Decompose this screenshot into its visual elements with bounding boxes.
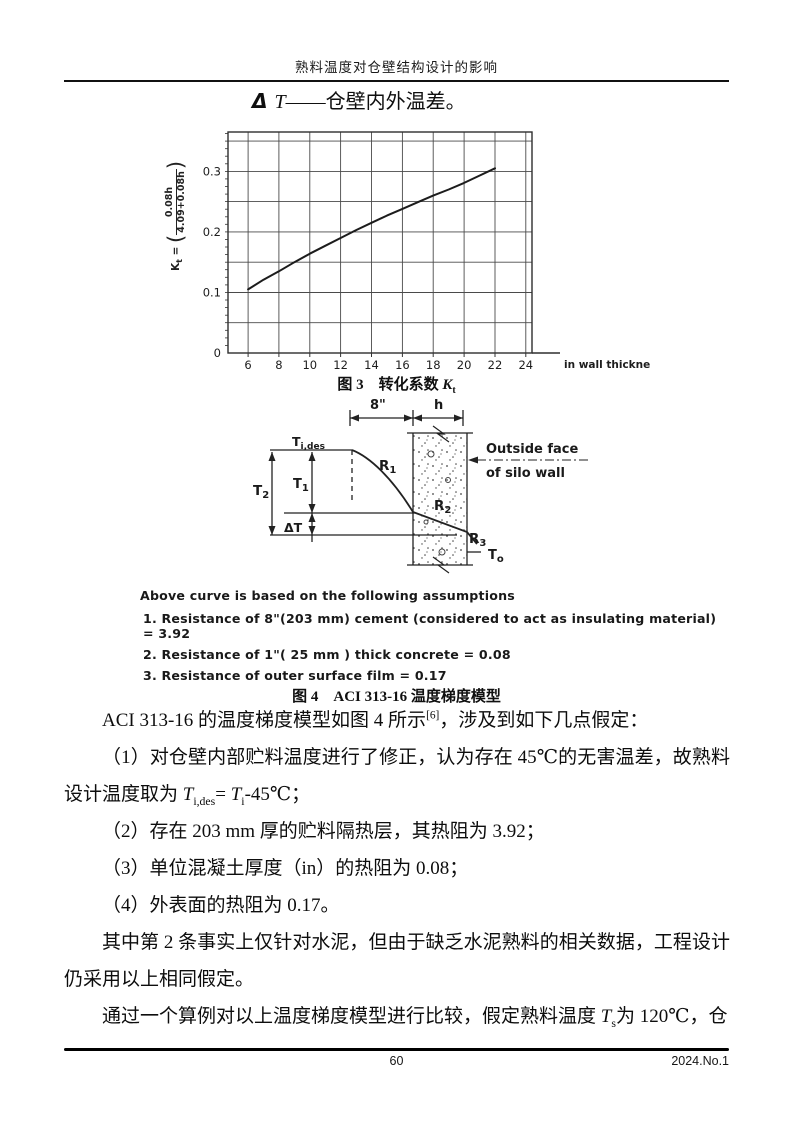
ylabel-symbol: K (170, 262, 182, 272)
figure3-caption-text: 图 3 转化系数 (337, 377, 443, 393)
x-tick-labels: 6 8 10 12 14 16 18 20 22 24 (244, 358, 533, 372)
text-segment: 通过一个算例对以上温度梯度模型进行比较，假定熟料温度 (102, 1006, 601, 1027)
svg-text:10: 10 (302, 358, 317, 372)
aggregate-circles (423, 450, 451, 556)
para-assumption-4: （4）外表面的热阻为 0.17。 (64, 887, 730, 924)
figure4-arrowheads (268, 414, 478, 535)
svg-text:12: 12 (333, 358, 348, 372)
label-delta-t: ΔT (284, 520, 303, 535)
text-segment: ，涉及到如下几点假定： (439, 710, 649, 731)
ylabel-paren-open: ( (164, 234, 188, 243)
text-segment: （2）存在 203 mm 厚的贮料隔热层，其热阻为 3.92； (102, 821, 545, 842)
chart-grid (228, 132, 532, 353)
para-assumption-1: （1）对仓壁内部贮料温度进行了修正，认为存在 45℃的无害温差，故熟料设计温度取… (64, 739, 730, 813)
text-segment: （1）对仓壁内部贮料温度进行了修正，认为存在 45℃的无害温差，故熟料设计温度取… (64, 747, 730, 805)
svg-text:18: 18 (426, 358, 441, 372)
label-t-ides: Ti,des (292, 434, 325, 452)
header-rule (64, 80, 729, 82)
para-aci-intro: ACI 313-16 的温度梯度模型如图 4 所示[6]，涉及到如下几点假定： (64, 702, 730, 739)
kt-curve (247, 167, 496, 291)
svg-text:8: 8 (275, 358, 282, 372)
dim-label-h: h (434, 398, 443, 413)
svg-text:22: 22 (488, 358, 503, 372)
silo-wall-section (413, 433, 467, 565)
ylabel-numerator: 0.08h (164, 169, 177, 235)
chart-y-axis-label: Kt = (0.08h 4.09+0.08h) (164, 161, 188, 271)
text-segment: （3）单位混凝土厚度（in）的热阻为 0.08； (102, 858, 469, 879)
label-t1: T1 (293, 477, 309, 494)
assumption-item-2: 2. Resistance of 1"( 25 mm ) thick concr… (143, 647, 511, 662)
delta-symbol: Δ (252, 89, 275, 113)
y-tick-labels: 0 0.1 0.2 0.3 (203, 164, 221, 360)
temperature-gradient-curve (351, 449, 478, 545)
text-segment: [6] (426, 709, 440, 722)
svg-text:16: 16 (395, 358, 410, 372)
ylabel-fraction: 0.08h 4.09+0.08h (164, 169, 188, 235)
text-segment: （4）外表面的热阻为 0.17。 (102, 895, 340, 916)
svg-text:14: 14 (364, 358, 379, 372)
text-segment: i (241, 794, 245, 808)
para-example: 通过一个算例对以上温度梯度模型进行比较，假定熟料温度 Ts为 120℃，仓 (64, 998, 730, 1035)
assumptions-title: Above curve is based on the following as… (140, 588, 515, 603)
para-assumption-2: （2）存在 203 mm 厚的贮料隔热层，其热阻为 3.92； (64, 813, 730, 850)
label-t2: T2 (253, 483, 269, 501)
text-segment: i,des (193, 794, 216, 808)
svg-text:0.2: 0.2 (203, 225, 221, 239)
chart-plot-frame (227, 131, 533, 354)
label-r1: R1 (379, 458, 396, 476)
delta-definition-line: Δ T——仓壁内外温差。 (252, 85, 466, 114)
footer-page-number: 60 (389, 1054, 404, 1068)
figure3-chart-svg: 0 0.1 0.2 0.3 6 8 10 12 14 16 18 20 22 24 in wall thic… (203, 131, 657, 372)
annotation-outside-face-line2: of silo wall (486, 466, 565, 481)
figure4-caption: 图 4 ACI 313-16 温度梯度模型 (292, 689, 501, 705)
text-segment: s (611, 1016, 616, 1030)
delta-text: ——仓壁内外温差。 (285, 91, 466, 113)
text-segment: ACI 313-16 的温度梯度模型如图 4 所示 (102, 710, 427, 731)
figure3-chart: Kt = (0.08h 4.09+0.08h) 0 0.1 0.2 0.3 6 8 10 12 1… (150, 120, 657, 378)
text-segment: T (600, 1006, 612, 1027)
ylabel-equals: = (170, 242, 182, 260)
footer-rule (64, 1048, 729, 1051)
svg-text:24: 24 (518, 358, 533, 372)
svg-text:0.1: 0.1 (203, 286, 221, 300)
label-r2: R2 (434, 498, 451, 516)
para-note: 其中第 2 条事实上仅针对水泥，但由于缺乏水泥熟料的相关数据，工程设计仍采用以上… (64, 924, 730, 998)
svg-text:0: 0 (214, 346, 221, 360)
figure3-caption-symbol: K (442, 377, 453, 393)
annotation-outside-face-line1: Outside face (486, 442, 578, 457)
label-r3: R3 (469, 531, 486, 549)
delta-variable: T (274, 91, 286, 113)
svg-text:20: 20 (457, 358, 472, 372)
figure3-caption: 图 3 转化系数 Kt (0, 373, 793, 396)
text-segment: 其中第 2 条事实上仅针对水泥，但由于缺乏水泥熟料的相关数据，工程设计仍采用以上… (64, 932, 730, 990)
text-segment: T (182, 784, 194, 805)
assumptions-block: Above curve is based on the following as… (140, 588, 726, 689)
assumption-item-1: 1. Resistance of 8"(203 mm) cement (cons… (143, 611, 717, 641)
assumption-item-3: 3. Resistance of outer surface film = 0.… (143, 668, 447, 683)
svg-text:6: 6 (244, 358, 251, 372)
figure3-caption-symbol-sub: t (452, 385, 456, 396)
header-title: 熟料温度对仓壁结构设计的影响 (295, 60, 498, 75)
ylabel-denominator: 4.09+0.08h (175, 171, 187, 233)
x-axis-label: in wall thicknes (564, 359, 650, 371)
y-axis-minor-ticks (225, 133, 228, 346)
text-segment: -45℃； (244, 784, 311, 805)
x-axis-ticks (247, 353, 527, 357)
figure4-diagram: 8" h Ti,des T2 T1 ΔT R1 R2 R3 To Outside… (253, 398, 591, 574)
text-segment: = (215, 784, 231, 805)
text-segment: T (230, 784, 242, 805)
label-to: To (488, 548, 504, 565)
ylabel-paren-close: ) (164, 160, 188, 170)
svg-text:0.3: 0.3 (203, 164, 221, 178)
ylabel-symbol-sub: t (175, 259, 185, 263)
footer-issue: 2024.No.1 (671, 1054, 729, 1068)
dim-label-8in: 8" (370, 398, 386, 413)
text-segment: 为 120℃，仓 (615, 1006, 728, 1027)
body-text: ACI 313-16 的温度梯度模型如图 4 所示[6]，涉及到如下几点假定： （… (64, 702, 730, 1035)
para-assumption-3: （3）单位混凝土厚度（in）的热阻为 0.08； (64, 850, 730, 887)
